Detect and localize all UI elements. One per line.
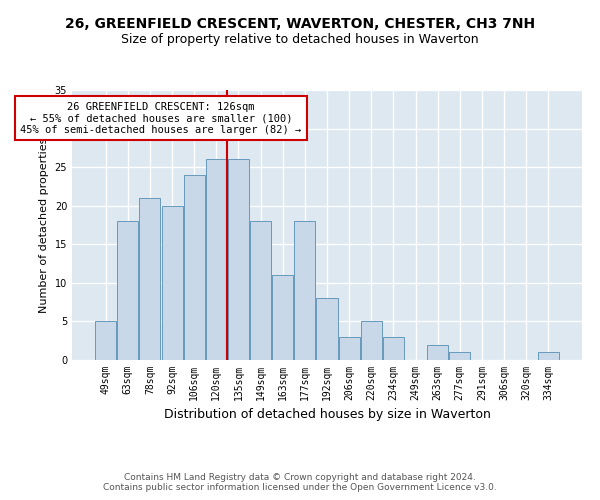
Text: 26 GREENFIELD CRESCENT: 126sqm
← 55% of detached houses are smaller (100)
45% of: 26 GREENFIELD CRESCENT: 126sqm ← 55% of … (20, 102, 302, 135)
Bar (427, 344, 448, 360)
Bar (118, 221, 139, 360)
Bar (361, 322, 382, 360)
Y-axis label: Number of detached properties: Number of detached properties (39, 138, 49, 312)
Bar (295, 221, 316, 360)
Bar (316, 298, 338, 360)
Text: 26, GREENFIELD CRESCENT, WAVERTON, CHESTER, CH3 7NH: 26, GREENFIELD CRESCENT, WAVERTON, CHEST… (65, 18, 535, 32)
Bar (184, 175, 205, 360)
Bar (161, 206, 182, 360)
Bar (538, 352, 559, 360)
Bar (338, 337, 359, 360)
Bar (250, 221, 271, 360)
Bar (95, 322, 116, 360)
Text: Size of property relative to detached houses in Waverton: Size of property relative to detached ho… (121, 32, 479, 46)
Bar (228, 160, 249, 360)
Text: Contains HM Land Registry data © Crown copyright and database right 2024.
Contai: Contains HM Land Registry data © Crown c… (103, 473, 497, 492)
Bar (449, 352, 470, 360)
Bar (206, 160, 227, 360)
X-axis label: Distribution of detached houses by size in Waverton: Distribution of detached houses by size … (164, 408, 490, 422)
Bar (383, 337, 404, 360)
Bar (272, 275, 293, 360)
Bar (139, 198, 160, 360)
